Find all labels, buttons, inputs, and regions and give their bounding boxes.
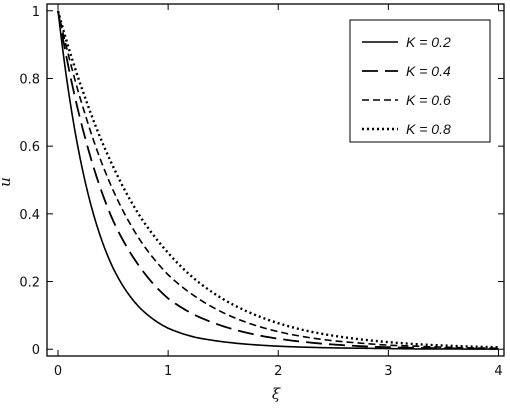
x-tick-label: 1 bbox=[164, 364, 172, 379]
x-axis-title: ξ bbox=[272, 385, 281, 403]
y-tick-label: 0 bbox=[32, 343, 40, 358]
legend-label-2: K = 0.4 bbox=[406, 63, 451, 79]
x-tick-label: 2 bbox=[274, 364, 282, 379]
legend-label-4: K = 0.8 bbox=[406, 121, 451, 137]
x-tick-label: 0 bbox=[54, 364, 62, 379]
plot-frame bbox=[46, 3, 505, 357]
series-line-2 bbox=[57, 10, 499, 350]
x-tick-label: 4 bbox=[494, 364, 502, 379]
legend: K = 0.2 K = 0.4 K = 0.6 K = 0.8 bbox=[349, 19, 491, 143]
series-layer bbox=[56, 10, 499, 350]
legend-items: K = 0.2 K = 0.4 K = 0.6 K = 0.8 bbox=[362, 34, 451, 137]
y-tick-label: 0.2 bbox=[19, 276, 40, 291]
y-tick-label: 0.4 bbox=[19, 208, 40, 223]
tick-layer: 0 1 2 3 4 0 0.2 0.4 0.6 0.8 1 bbox=[19, 4, 504, 379]
series-line-3 bbox=[57, 10, 499, 350]
legend-label-1: K = 0.2 bbox=[406, 34, 451, 50]
y-tick-label: 1 bbox=[32, 5, 40, 20]
series-line-4 bbox=[56, 10, 499, 349]
legend-label-3: K = 0.6 bbox=[406, 92, 451, 108]
y-tick-label: 0.6 bbox=[19, 140, 40, 155]
legend-box bbox=[349, 19, 491, 143]
x-tick-label: 3 bbox=[384, 364, 392, 379]
y-tick-label: 0.8 bbox=[19, 72, 40, 87]
y-axis-title: u bbox=[0, 177, 14, 187]
